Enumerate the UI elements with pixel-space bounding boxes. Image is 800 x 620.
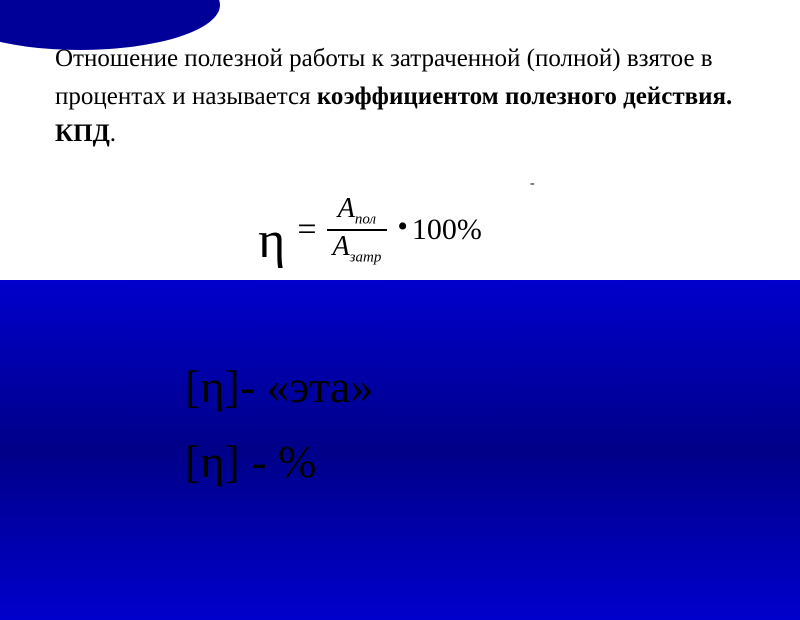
denominator-var: A <box>333 231 350 262</box>
denominator: Aзатр <box>327 231 388 267</box>
definition-period: . <box>110 120 116 147</box>
multiply-dot: • <box>397 210 408 244</box>
eta-unit-line: [η] - % <box>185 435 685 488</box>
fraction: Aпол Aзатр <box>327 193 388 266</box>
hundred-percent: 100% <box>412 213 482 247</box>
denominator-sub: затр <box>350 250 382 266</box>
efficiency-formula: η = Aпол Aзатр • 100% <box>210 180 530 280</box>
small-mark: - <box>530 176 535 192</box>
eta-name-line: [η]- «эта» <box>185 360 685 413</box>
equals-sign: = <box>297 211 316 249</box>
numerator-sub: пол <box>355 212 376 228</box>
numerator: Aпол <box>332 193 382 229</box>
eta-symbol: η <box>258 211 285 270</box>
numerator-var: A <box>338 193 355 224</box>
definition-paragraph: Отношение полезной работы к затраченной … <box>55 40 755 153</box>
